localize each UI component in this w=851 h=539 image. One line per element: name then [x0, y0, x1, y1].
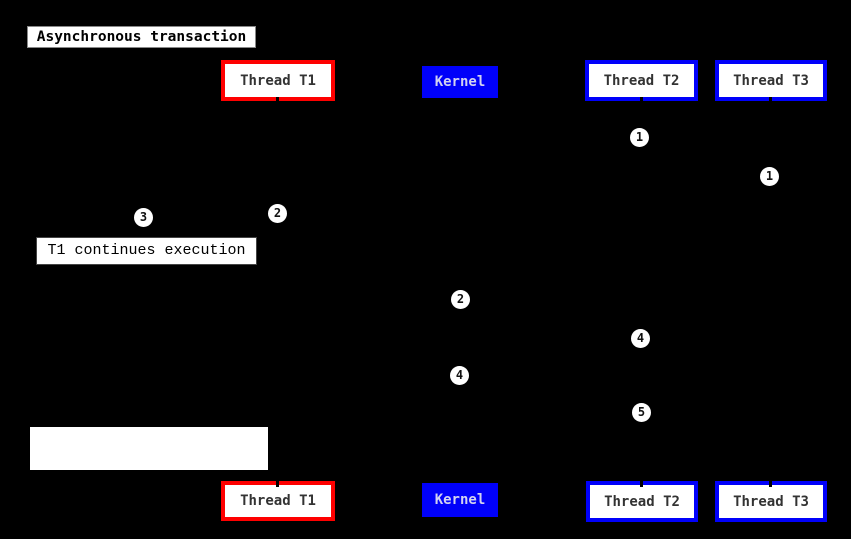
actor-label: Thread T3	[733, 493, 809, 510]
actor-box-thread-t3-bottom: Thread T3	[715, 481, 827, 522]
actor-label: Thread T1	[240, 493, 316, 509]
actor-box-thread-t2-bottom: Thread T2	[586, 481, 698, 522]
step-marker: 4	[450, 366, 469, 385]
actor-label: Thread T2	[603, 72, 680, 89]
actor-label: Kernel	[434, 74, 486, 90]
actor-box-thread-t1-top: Thread T1	[221, 60, 335, 101]
actor-box-kernel-top: Kernel	[422, 66, 498, 98]
actor-box-thread-t1-bottom: Thread T1	[221, 481, 335, 521]
actor-box-kernel-bottom: Kernel	[422, 483, 498, 517]
lifeline-thread-t2	[640, 97, 643, 487]
step-marker: 4	[631, 329, 650, 348]
actor-label: Thread T1	[240, 72, 316, 89]
actor-label: Thread T3	[733, 72, 809, 89]
note-t1-continues-execution: T1 continues execution	[36, 237, 257, 265]
step-marker: 3	[134, 208, 153, 227]
step-marker: 2	[451, 290, 470, 309]
actor-box-thread-t3-top: Thread T3	[715, 60, 827, 101]
step-marker: 1	[630, 128, 649, 147]
step-marker: 5	[632, 403, 651, 422]
lifeline-thread-t1	[276, 97, 279, 487]
empty-label-box	[30, 427, 268, 470]
actor-box-thread-t2-top: Thread T2	[585, 60, 698, 101]
lifeline-thread-t3	[769, 97, 772, 487]
diagram-title: Asynchronous transaction	[27, 26, 256, 48]
step-marker: 2	[268, 204, 287, 223]
actor-label: Kernel	[434, 492, 486, 508]
actor-label: Thread T2	[604, 493, 680, 510]
step-marker: 1	[760, 167, 779, 186]
